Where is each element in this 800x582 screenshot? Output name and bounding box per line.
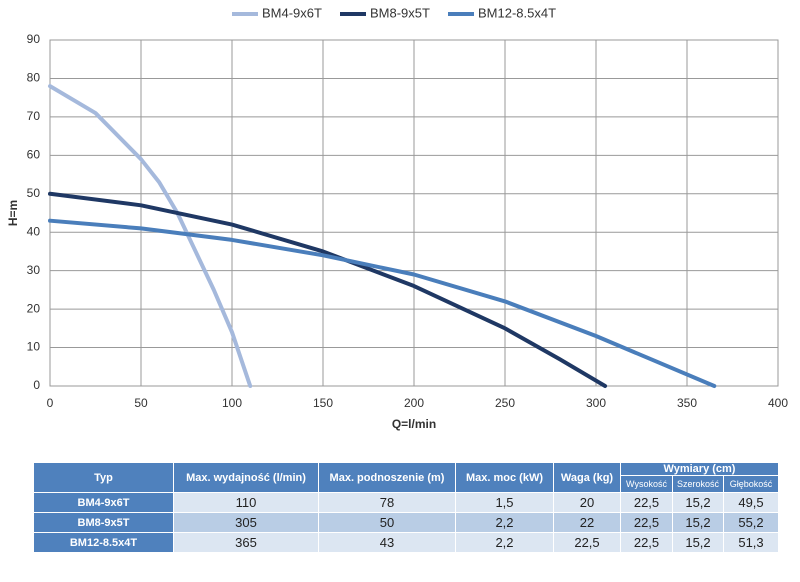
subheader-cell: Wysokość bbox=[620, 475, 673, 493]
x-tick-label: 100 bbox=[222, 396, 242, 410]
series-line bbox=[48, 191, 608, 388]
y-tick-label: 20 bbox=[27, 301, 41, 315]
table-cell: 22,5 bbox=[620, 532, 673, 553]
y-axis-label: H=m bbox=[6, 200, 20, 226]
legend-label: BM4-9x6T bbox=[262, 5, 322, 20]
type-cell: BM8-9x5T bbox=[33, 512, 174, 533]
x-tick-label: 150 bbox=[313, 396, 333, 410]
subheader-cell: Głębokość bbox=[723, 475, 779, 493]
table-cell: 22,5 bbox=[553, 532, 621, 553]
table-cell: 365 bbox=[173, 532, 319, 553]
table-cell: 43 bbox=[318, 532, 456, 553]
table-cell: 49,5 bbox=[723, 492, 779, 513]
header-cell: Wymiary (cm) bbox=[620, 462, 779, 476]
type-cell: BM12-8.5x4T bbox=[33, 532, 174, 553]
table-cell: 1,5 bbox=[455, 492, 554, 513]
x-tick-label: 0 bbox=[47, 396, 54, 410]
header-row: Typ Max. wydajność (l/min) Max. podnoszeni… bbox=[33, 462, 779, 493]
header-cell: Waga (kg) bbox=[553, 462, 621, 493]
table-row: BM4-9x6T 110 78 1,5 20 22,5 15,2 49,5 bbox=[33, 492, 779, 513]
y-tick-label: 10 bbox=[27, 340, 41, 354]
x-tick-label: 200 bbox=[404, 396, 424, 410]
table-row: BM12-8.5x4T 365 43 2,2 22,5 22,5 15,2 51,3 bbox=[33, 532, 779, 553]
header-cell: Max. wydajność (l/min) bbox=[173, 462, 319, 493]
table-cell: 110 bbox=[173, 492, 319, 513]
x-tick-label: 400 bbox=[768, 396, 788, 410]
legend-label: BM8-9x5T bbox=[370, 5, 430, 20]
y-tick-label: 0 bbox=[33, 378, 40, 392]
y-tick-label: 40 bbox=[27, 224, 41, 238]
table-cell: 22,5 bbox=[620, 492, 673, 513]
table-cell: 51,3 bbox=[723, 532, 779, 553]
x-tick-label: 300 bbox=[586, 396, 606, 410]
x-tick-label: 250 bbox=[495, 396, 515, 410]
table-cell: 20 bbox=[553, 492, 621, 513]
table-cell: 2,2 bbox=[455, 512, 554, 533]
table-cell: 50 bbox=[318, 512, 456, 533]
table-cell: 15,2 bbox=[672, 512, 724, 533]
subheader-row: Wysokość Szerokość Głębokość bbox=[34, 475, 779, 493]
y-tick-label: 30 bbox=[27, 263, 41, 277]
x-tick-label: 350 bbox=[677, 396, 697, 410]
y-tick-label: 70 bbox=[27, 109, 41, 123]
y-tick-label: 90 bbox=[27, 32, 41, 46]
table-cell: 55,2 bbox=[723, 512, 779, 533]
header-cell: Max. moc (kW) bbox=[455, 462, 554, 493]
y-tick-label: 80 bbox=[27, 71, 41, 85]
y-tick-label: 50 bbox=[27, 186, 41, 200]
table-cell: 78 bbox=[318, 492, 456, 513]
x-tick-label: 50 bbox=[134, 396, 148, 410]
series-line bbox=[48, 218, 717, 388]
table-cell: 15,2 bbox=[672, 532, 724, 553]
table-cell: 15,2 bbox=[672, 492, 724, 513]
chart: Q=l/min H=m 0 10 20 30 40 50 60 70 80 90 0 50 100 150… bbox=[6, 5, 788, 431]
y-tick-label: 60 bbox=[27, 148, 41, 162]
table-row: BM8-9x5T 305 50 2,2 22 22,5 15,2 55,2 bbox=[33, 512, 779, 533]
table-cell: 305 bbox=[173, 512, 319, 533]
table-cell: 22,5 bbox=[620, 512, 673, 533]
header-cell: Typ bbox=[33, 462, 174, 493]
legend-label: BM12-8.5x4T bbox=[478, 5, 556, 20]
table-cell: 2,2 bbox=[455, 532, 554, 553]
x-axis-label: Q=l/min bbox=[392, 417, 436, 431]
subheader-cell: Szerokość bbox=[672, 475, 724, 493]
header-cell: Max. podnoszenie (m) bbox=[318, 462, 456, 493]
type-cell: BM4-9x6T bbox=[33, 492, 174, 513]
table-cell: 22 bbox=[553, 512, 621, 533]
spec-table: Typ Max. wydajność (l/min) Max. podnoszeni… bbox=[33, 462, 779, 553]
